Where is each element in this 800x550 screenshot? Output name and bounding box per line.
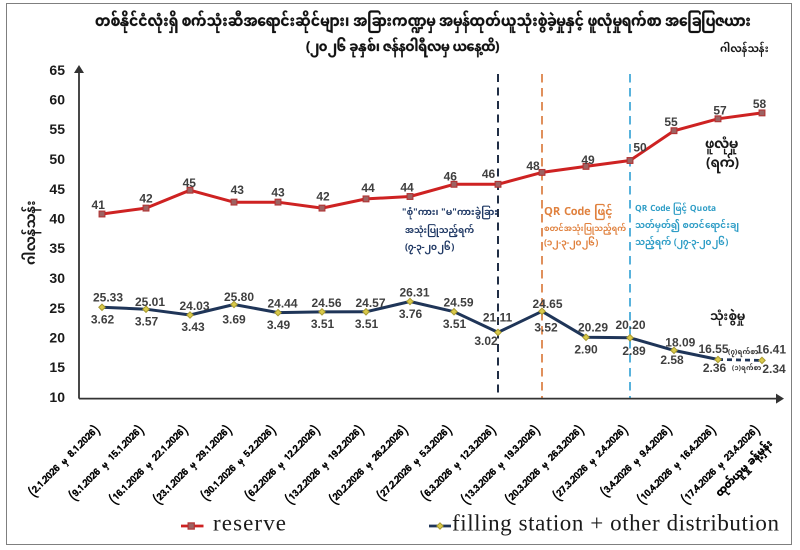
svg-text:58: 58: [753, 97, 767, 111]
svg-text:3.51: 3.51: [311, 317, 335, 331]
svg-text:55: 55: [49, 121, 65, 137]
svg-text:3.52: 3.52: [534, 321, 558, 335]
svg-text:3.43: 3.43: [181, 320, 205, 334]
svg-text:3.49: 3.49: [267, 318, 291, 332]
svg-text:24.65: 24.65: [532, 297, 562, 311]
svg-text:2.34: 2.34: [762, 362, 786, 376]
svg-text:42: 42: [139, 191, 153, 205]
svg-text:16.41: 16.41: [756, 343, 786, 357]
svg-text:43: 43: [231, 183, 245, 197]
svg-text:16.55: 16.55: [698, 342, 728, 356]
svg-text:43: 43: [271, 186, 285, 200]
svg-text:24.03: 24.03: [179, 299, 209, 313]
svg-text:20.20: 20.20: [615, 318, 645, 332]
svg-text:20.29: 20.29: [578, 321, 608, 335]
svg-text:25.01: 25.01: [135, 295, 165, 309]
svg-text:42: 42: [316, 190, 330, 204]
svg-text:10: 10: [49, 389, 65, 405]
svg-text:2.36: 2.36: [703, 361, 727, 375]
svg-text:35: 35: [49, 240, 65, 256]
svg-text:3.02: 3.02: [474, 334, 498, 348]
svg-text:41: 41: [92, 198, 106, 212]
svg-text:55: 55: [664, 115, 678, 129]
svg-text:40: 40: [49, 211, 65, 227]
svg-text:3.62: 3.62: [91, 313, 115, 327]
svg-text:46: 46: [482, 167, 496, 181]
svg-text:57: 57: [713, 104, 727, 118]
svg-text:26.31: 26.31: [399, 286, 429, 300]
svg-text:20: 20: [49, 330, 65, 346]
svg-text:44: 44: [361, 181, 375, 195]
svg-text:60: 60: [49, 92, 65, 108]
svg-text:45: 45: [183, 176, 197, 190]
svg-text:25: 25: [49, 300, 65, 316]
svg-text:30: 30: [49, 270, 65, 286]
svg-text:3.51: 3.51: [355, 317, 379, 331]
svg-text:3.51: 3.51: [443, 317, 467, 331]
svg-text:65: 65: [49, 62, 65, 78]
svg-text:48: 48: [526, 159, 540, 173]
svg-text:25.33: 25.33: [93, 291, 123, 305]
svg-text:2.90: 2.90: [574, 342, 598, 356]
svg-text:2.89: 2.89: [622, 344, 646, 358]
svg-text:45: 45: [49, 181, 65, 197]
svg-text:50: 50: [49, 151, 65, 167]
svg-text:21.11: 21.11: [483, 311, 513, 325]
svg-text:50: 50: [633, 140, 647, 154]
svg-text:3.69: 3.69: [222, 312, 246, 326]
svg-text:3.76: 3.76: [399, 307, 423, 321]
svg-text:46: 46: [444, 170, 458, 184]
svg-text:24.56: 24.56: [311, 296, 341, 310]
svg-text:24.44: 24.44: [267, 297, 297, 311]
svg-text:24.59: 24.59: [443, 296, 473, 310]
svg-text:49: 49: [581, 153, 595, 167]
svg-text:15: 15: [49, 359, 65, 375]
svg-text:2.58: 2.58: [660, 353, 684, 367]
svg-text:25.80: 25.80: [224, 290, 254, 304]
svg-text:filling station + other distri: filling station + other distribution: [452, 511, 780, 536]
svg-text:reserve: reserve: [213, 511, 286, 536]
svg-text:3.57: 3.57: [135, 315, 159, 329]
svg-text:44: 44: [400, 180, 414, 194]
svg-text:24.57: 24.57: [355, 296, 385, 310]
svg-text:18.09: 18.09: [665, 336, 695, 350]
